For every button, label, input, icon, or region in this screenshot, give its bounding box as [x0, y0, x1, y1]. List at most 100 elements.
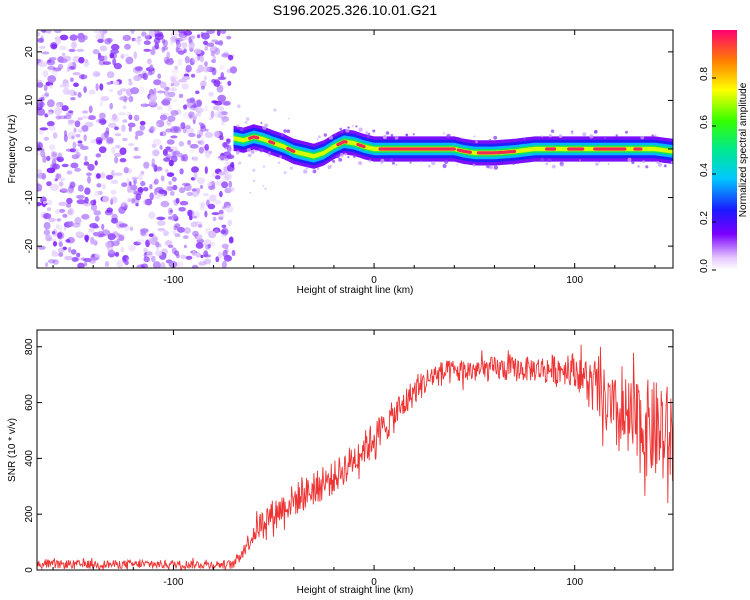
ridge-speckle: [330, 165, 333, 167]
noise-blob: [166, 185, 171, 192]
noise-blob: [114, 126, 119, 131]
noise-blob: [150, 48, 156, 56]
noise-blob: [133, 114, 140, 122]
noise-blob: [277, 161, 281, 164]
ridge-peak: [476, 149, 517, 155]
noise-blob: [39, 127, 49, 131]
noise-blob: [43, 229, 51, 236]
noise-blob: [203, 250, 209, 258]
colorbar-tick-label: 0.8: [699, 67, 710, 81]
noise-blob: [153, 188, 158, 196]
noise-blob: [65, 188, 74, 194]
ridge-speckle: [348, 126, 350, 129]
noise-blob: [154, 30, 159, 34]
noise-blob: [186, 101, 195, 109]
ridge-speckle: [365, 131, 369, 135]
noise-blob: [59, 45, 67, 51]
noise-blob: [162, 46, 169, 51]
noise-blob: [203, 40, 208, 45]
noise-blob: [37, 144, 42, 152]
noise-blob: [111, 146, 116, 154]
noise-blob: [54, 156, 61, 161]
noise-blob: [95, 83, 99, 91]
noise-blob: [42, 30, 47, 34]
noise-blob: [173, 225, 179, 230]
noise-blob: [137, 173, 144, 181]
ridge-speckle: [645, 165, 649, 169]
noise-blob: [99, 118, 107, 126]
noise-blob: [99, 112, 106, 120]
noise-blob: [77, 184, 84, 192]
noise-blob: [69, 34, 78, 41]
noise-blob: [180, 254, 186, 260]
noise-blob: [143, 247, 148, 253]
noise-blob: [190, 221, 198, 228]
noise-blob: [63, 82, 70, 89]
noise-blob: [122, 255, 130, 262]
noise-blob: [130, 30, 135, 34]
noise-blob: [158, 189, 168, 195]
noise-blob: [217, 76, 227, 81]
noise-blob: [151, 234, 159, 243]
noise-blob: [128, 95, 134, 103]
noise-blob: [101, 229, 110, 236]
noise-blob: [262, 184, 265, 187]
noise-blob: [76, 199, 86, 205]
noise-blob: [46, 167, 56, 174]
noise-blob: [108, 88, 113, 93]
noise-blob: [77, 140, 83, 144]
noise-blob: [129, 226, 134, 231]
noise-blob: [207, 182, 212, 187]
noise-blob: [128, 114, 133, 121]
noise-blob: [76, 252, 81, 258]
noise-blob: [81, 125, 89, 132]
ridge-speckle: [595, 162, 599, 166]
noise-blob: [156, 90, 166, 94]
noise-blob: [89, 259, 96, 264]
noise-blob: [133, 155, 142, 159]
noise-blob: [196, 107, 205, 112]
noise-blob: [63, 114, 72, 120]
noise-blob: [37, 169, 43, 174]
noise-blob: [142, 103, 146, 108]
noise-blob: [139, 120, 146, 126]
noise-blob: [47, 99, 55, 108]
noise-blob: [180, 155, 186, 162]
ridge-speckle: [328, 135, 333, 140]
noise-blob: [51, 251, 59, 257]
ridge-speckle: [428, 164, 431, 168]
noise-blob: [56, 224, 60, 229]
ridge-speckle: [490, 166, 492, 169]
ridge-speckle: [323, 133, 327, 137]
noise-blob: [185, 64, 192, 73]
noise-blob: [213, 79, 221, 87]
y-tick-label: 20: [24, 46, 35, 58]
y-tick-label: 800: [24, 338, 35, 355]
snr-panel: -100 0 100 0 200 400 600 800 Height of straight…: [7, 329, 674, 596]
noise-blob: [133, 146, 139, 152]
ridge-speckle: [248, 153, 252, 158]
noise-blob: [200, 202, 205, 209]
ridge-speckle: [305, 166, 309, 170]
noise-blob: [176, 261, 184, 268]
noise-blob: [130, 87, 140, 95]
noise-blob: [189, 149, 195, 153]
noise-blob: [201, 138, 205, 146]
noise-blob: [190, 215, 198, 219]
noise-blob: [273, 108, 277, 112]
noise-blob: [163, 56, 170, 64]
noise-blob: [188, 42, 195, 50]
noise-blob: [66, 203, 72, 208]
noise-blob: [178, 187, 186, 194]
noise-blob: [122, 119, 128, 123]
colorbar-tick-label: 0.4: [699, 163, 710, 177]
noise-blob: [178, 141, 185, 147]
noise-blob: [222, 141, 228, 148]
noise-blob: [172, 184, 178, 191]
noise-blob: [156, 220, 166, 226]
noise-blob: [46, 181, 52, 187]
noise-blob: [195, 242, 204, 249]
y-tick-label: 400: [24, 450, 35, 467]
noise-blob: [95, 137, 103, 144]
noise-blob: [62, 87, 70, 95]
